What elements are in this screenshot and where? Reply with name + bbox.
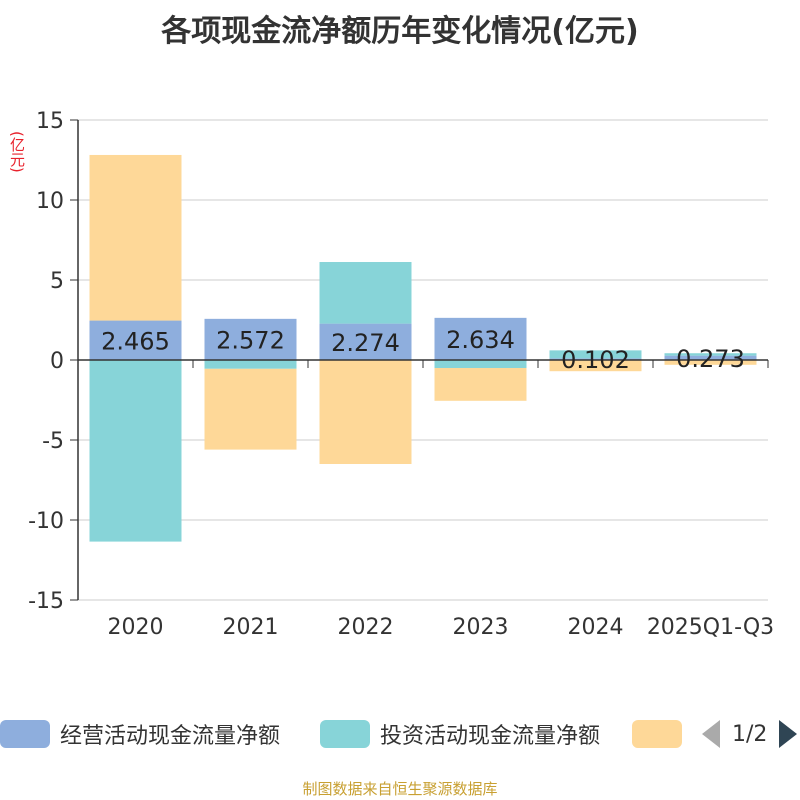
bar-series0-2020 bbox=[89, 320, 182, 360]
data-source-note: 制图数据来自恒生聚源数据库 bbox=[302, 780, 498, 798]
legend-item-financing[interactable] bbox=[632, 716, 692, 752]
bar-series2-2024 bbox=[549, 360, 642, 372]
legend-label-investing: 投资活动现金流量净额 bbox=[380, 724, 601, 749]
legend-label-operating: 经营活动现金流量净额 bbox=[60, 724, 281, 749]
legend-swatch-operating bbox=[0, 720, 50, 748]
y-tick-label: 0 bbox=[50, 349, 64, 374]
data-label: 2.572 bbox=[216, 326, 285, 354]
y-tick-label: 15 bbox=[36, 109, 64, 134]
legend: 经营活动现金流量净额 投资活动现金流量净额 1/2 bbox=[0, 716, 800, 752]
bar-series2-2025Q1-Q3 bbox=[664, 360, 757, 365]
y-tick-label: -5 bbox=[42, 429, 64, 454]
y-tick-label: 5 bbox=[50, 269, 64, 294]
data-label: 0.102 bbox=[561, 346, 630, 374]
bar-series1-2025Q1-Q3 bbox=[664, 353, 757, 356]
bar-series0-2021 bbox=[204, 318, 297, 360]
bar-series2-2022 bbox=[319, 360, 412, 464]
data-label: 0.273 bbox=[676, 345, 745, 373]
y-axis-unit-label: (亿元) bbox=[8, 131, 26, 173]
legend-swatch-investing bbox=[320, 720, 370, 748]
bar-series1-2022 bbox=[319, 262, 412, 324]
bar-series0-2023 bbox=[434, 317, 527, 360]
data-label: 2.634 bbox=[446, 326, 515, 354]
y-tick-label: -15 bbox=[28, 589, 64, 614]
bar-series0-2024 bbox=[549, 358, 642, 360]
x-tick-label: 2025Q1-Q3 bbox=[647, 615, 774, 640]
legend-page-indicator: 1/2 bbox=[732, 721, 768, 747]
bar-series0-2025Q1-Q3 bbox=[664, 355, 757, 360]
bar-series1-2021 bbox=[204, 360, 297, 369]
legend-prev-page-icon[interactable] bbox=[702, 720, 720, 748]
bar-series1-2020 bbox=[89, 360, 182, 542]
data-label: 2.465 bbox=[101, 327, 170, 355]
legend-item-operating[interactable]: 经营活动现金流量净额 bbox=[0, 716, 280, 752]
bar-series1-2024 bbox=[549, 350, 642, 359]
y-tick-label: -10 bbox=[28, 509, 64, 534]
bar-series2-2021 bbox=[204, 368, 297, 450]
x-tick-label: 2020 bbox=[108, 615, 164, 640]
y-tick-label: 10 bbox=[36, 189, 64, 214]
x-tick-label: 2021 bbox=[223, 615, 279, 640]
bar-series2-2023 bbox=[434, 368, 527, 401]
bar-chart: 15 10 5 0 -5 -10 -15 2020 2021 2022 2023 2024 2025Q1… bbox=[28, 109, 774, 640]
legend-swatch-financing bbox=[632, 720, 682, 748]
chart-title: 各项现金流净额历年变化情况(亿元) bbox=[161, 14, 639, 49]
legend-pager: 1/2 bbox=[702, 716, 798, 752]
legend-next-page-icon[interactable] bbox=[779, 720, 798, 748]
data-label: 2.274 bbox=[331, 329, 400, 357]
bar-series1-2023 bbox=[434, 360, 527, 368]
bar-series0-2022 bbox=[319, 323, 412, 360]
legend-item-investing[interactable]: 投资活动现金流量净额 bbox=[320, 716, 600, 752]
x-tick-label: 2023 bbox=[453, 615, 509, 640]
bar-series2-2020 bbox=[89, 154, 182, 321]
x-tick-label: 2022 bbox=[338, 615, 394, 640]
x-tick-label: 2024 bbox=[568, 615, 624, 640]
